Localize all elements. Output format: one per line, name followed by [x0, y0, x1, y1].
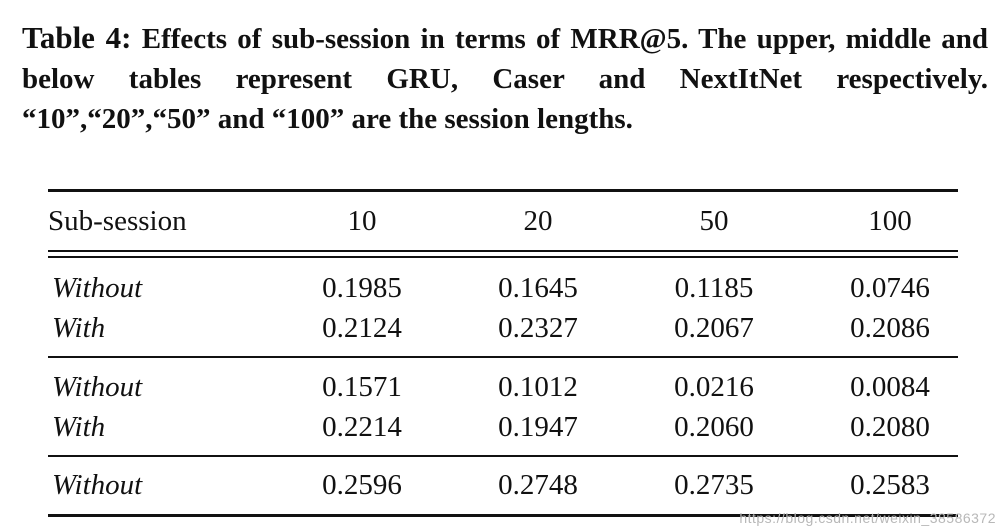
table-cell: 0.2067	[674, 312, 754, 344]
table-cell: 0.2748	[498, 469, 578, 501]
watermark: https://blog.csdn.net/weixin_38586372	[739, 510, 996, 526]
row-label: With	[52, 312, 106, 344]
header-length-20: 20	[523, 205, 553, 237]
table-cell: 0.1985	[322, 272, 402, 304]
header-rule-lower	[48, 256, 958, 258]
table-cell: 0.0746	[850, 272, 930, 304]
row-label: Without	[52, 371, 143, 403]
table-bottom-rule	[48, 514, 958, 517]
table-cell: 0.2327	[498, 312, 578, 344]
header-length-50: 50	[699, 205, 729, 237]
header-sub-session: Sub-session	[48, 205, 187, 237]
section-divider	[48, 455, 958, 457]
table-cell: 0.1571	[322, 371, 402, 403]
table-top-rule	[48, 189, 958, 192]
table-cell: 0.2735	[674, 469, 754, 501]
table-cell: 0.2583	[850, 469, 930, 501]
table-cell: 0.2086	[850, 312, 930, 344]
table-caption: Table 4: Effects of sub-session in terms…	[22, 18, 988, 139]
table-cell: 0.1947	[498, 411, 578, 443]
table-cell: 0.1185	[674, 272, 754, 304]
table-cell: 0.0216	[674, 371, 754, 403]
table-cell: 0.2080	[850, 411, 930, 443]
table-cell: 0.1012	[498, 371, 578, 403]
caption-label: Table 4:	[22, 20, 132, 55]
table-cell: 0.0084	[850, 371, 930, 403]
section-divider	[48, 356, 958, 358]
header-length-10: 10	[347, 205, 377, 237]
table-cell: 0.2060	[674, 411, 754, 443]
row-label: Without	[52, 272, 143, 304]
table-cell: 0.2596	[322, 469, 402, 501]
row-label: With	[52, 411, 106, 443]
caption-text: Effects of sub-session in terms of MRR@5…	[22, 23, 988, 135]
header-rule-upper	[48, 250, 958, 252]
table-cell: 0.2214	[322, 411, 402, 443]
row-label: Without	[52, 469, 143, 501]
table-cell: 0.1645	[498, 272, 578, 304]
table-cell: 0.2124	[322, 312, 402, 344]
header-length-100: 100	[868, 205, 912, 237]
